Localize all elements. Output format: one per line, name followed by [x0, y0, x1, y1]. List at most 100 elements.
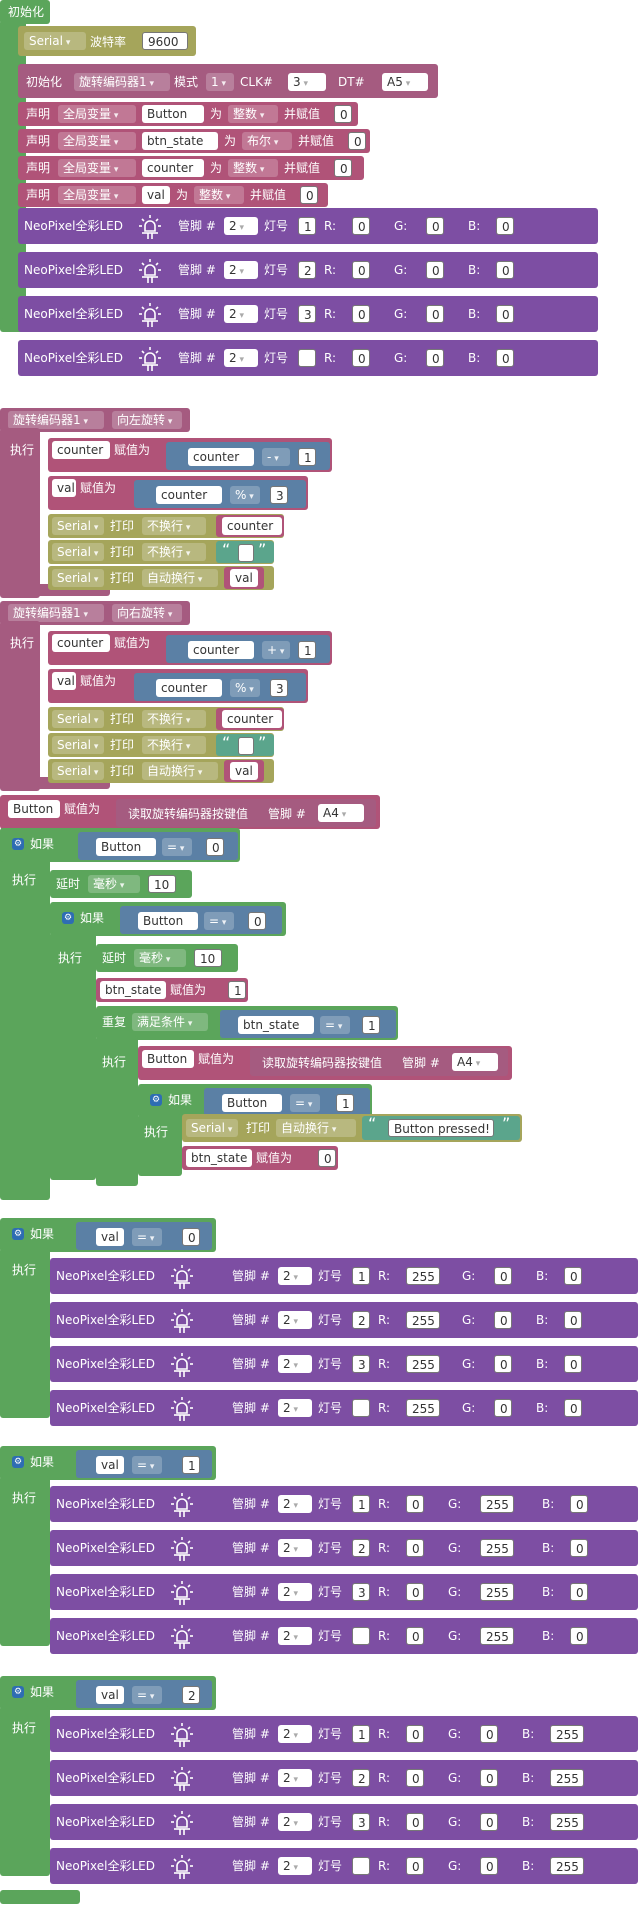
gear-icon[interactable]: ⚙ — [12, 1456, 24, 1468]
val-var[interactable]: val — [52, 479, 76, 497]
ms-dropdown[interactable]: 毫秒 — [134, 949, 186, 967]
led-no-field[interactable]: 2 — [298, 261, 316, 279]
g-field[interactable]: 0 — [426, 261, 444, 279]
pin-field[interactable]: 2 — [278, 1583, 312, 1601]
var-name-field[interactable]: counter — [142, 159, 204, 177]
main-foot[interactable] — [0, 1890, 80, 1904]
var-name-field[interactable]: btn_state — [142, 132, 218, 150]
a4-field[interactable]: A4 — [318, 804, 364, 822]
b-field[interactable]: 255 — [550, 1857, 584, 1875]
eq-dropdown[interactable]: = — [132, 1228, 162, 1246]
neopixel-block[interactable] — [50, 1258, 638, 1294]
neopixel-block[interactable] — [50, 1574, 638, 1610]
pin-field[interactable]: 2 — [278, 1267, 312, 1285]
b-field[interactable]: 0 — [570, 1627, 588, 1645]
eq-dropdown[interactable]: = — [132, 1456, 162, 1474]
ms-dropdown[interactable]: 毫秒 — [88, 875, 140, 893]
zero-field[interactable]: 0 — [206, 838, 224, 856]
led-no-field[interactable]: 1 — [352, 1495, 370, 1513]
led-no-field[interactable] — [298, 349, 316, 367]
pin-field[interactable]: 2 — [278, 1539, 312, 1557]
inner-if-body[interactable] — [50, 932, 96, 1180]
g-field[interactable]: 0 — [426, 217, 444, 235]
three-field[interactable]: 3 — [270, 679, 288, 697]
op-dropdown[interactable]: - — [262, 448, 290, 466]
neopixel-block[interactable] — [50, 1530, 638, 1566]
pin-field[interactable]: 2 — [278, 1627, 312, 1645]
mod-dropdown[interactable]: % — [230, 486, 260, 504]
button-var[interactable]: Button — [142, 1050, 194, 1068]
one-field[interactable]: 1 — [228, 981, 246, 999]
pin-field[interactable]: 2 — [278, 1355, 312, 1373]
b-field[interactable]: 0 — [496, 261, 514, 279]
b-field[interactable]: 0 — [570, 1539, 588, 1557]
newline-dropdown[interactable]: 自动换行 — [276, 1119, 356, 1137]
dt-field[interactable]: A5 — [382, 73, 428, 91]
counter-value[interactable]: counter — [222, 710, 282, 728]
init-value-field[interactable]: 0 — [334, 159, 352, 177]
led-no-field[interactable] — [352, 1399, 370, 1417]
r-field[interactable]: 255 — [406, 1355, 440, 1373]
text-field[interactable] — [238, 544, 254, 562]
clk-field[interactable]: 3 — [288, 73, 326, 91]
b-field[interactable]: 0 — [564, 1267, 582, 1285]
g-field[interactable]: 0 — [480, 1725, 498, 1743]
pin-field[interactable]: 2 — [224, 305, 258, 323]
led-no-field[interactable] — [352, 1627, 370, 1645]
btn-state-cond-var[interactable]: btn_state — [238, 1016, 314, 1034]
gear-icon[interactable]: ⚙ — [150, 1094, 162, 1106]
init-value-field[interactable]: 0 — [348, 132, 366, 150]
serial-dropdown[interactable]: Serial — [186, 1119, 238, 1137]
neopixel-block[interactable] — [50, 1390, 638, 1426]
pin-field[interactable]: 2 — [278, 1725, 312, 1743]
serial-dropdown[interactable]: Serial — [52, 517, 104, 535]
b-field[interactable]: 255 — [550, 1769, 584, 1787]
g-field[interactable]: 0 — [480, 1813, 498, 1831]
led-no-field[interactable]: 2 — [352, 1311, 370, 1329]
pin-field[interactable]: 2 — [224, 349, 258, 367]
r-field[interactable]: 255 — [406, 1267, 440, 1285]
led-no-field[interactable]: 1 — [352, 1725, 370, 1743]
r-field[interactable]: 0 — [406, 1725, 424, 1743]
g-field[interactable]: 0 — [494, 1267, 512, 1285]
pin-field[interactable]: 2 — [278, 1495, 312, 1513]
a4-field[interactable]: A4 — [452, 1053, 498, 1071]
counter-operand[interactable]: counter — [188, 641, 254, 659]
counter-operand[interactable]: counter — [156, 679, 222, 697]
pin-field[interactable]: 2 — [224, 217, 258, 235]
b-field[interactable]: 255 — [550, 1725, 584, 1743]
b-field[interactable]: 255 — [550, 1813, 584, 1831]
mode-dropdown[interactable]: 1 — [206, 73, 234, 91]
led-no-field[interactable]: 3 — [298, 305, 316, 323]
val-value[interactable]: val — [230, 762, 258, 780]
r-field[interactable]: 0 — [352, 305, 370, 323]
eq-dropdown[interactable]: = — [320, 1016, 350, 1034]
newline-dropdown[interactable]: 不换行 — [142, 543, 206, 561]
gear-icon[interactable]: ⚙ — [12, 1228, 24, 1240]
r-field[interactable]: 0 — [406, 1813, 424, 1831]
g-field[interactable]: 0 — [494, 1399, 512, 1417]
r-field[interactable]: 255 — [406, 1311, 440, 1329]
serial-dropdown[interactable]: Serial — [52, 736, 104, 754]
type-dropdown[interactable]: 整数 — [228, 105, 278, 123]
g-field[interactable]: 255 — [480, 1495, 514, 1513]
if-body[interactable] — [0, 1706, 50, 1876]
g-field[interactable]: 0 — [480, 1769, 498, 1787]
if-body[interactable] — [0, 1248, 50, 1418]
b-field[interactable]: 0 — [564, 1355, 582, 1373]
one-field[interactable]: 1 — [336, 1094, 354, 1112]
neopixel-block[interactable] — [50, 1848, 638, 1884]
val-cond-var[interactable]: val — [96, 1228, 124, 1246]
one-field[interactable]: 1 — [298, 641, 316, 659]
g-field[interactable]: 255 — [480, 1539, 514, 1557]
encoder-name-dropdown[interactable]: 旋转编码器1 — [74, 73, 170, 91]
r-field[interactable]: 0 — [406, 1627, 424, 1645]
led-no-field[interactable]: 1 — [352, 1267, 370, 1285]
neopixel-block[interactable] — [50, 1346, 638, 1382]
led-no-field[interactable]: 3 — [352, 1813, 370, 1831]
global-var-dropdown[interactable]: 全局变量 — [58, 186, 136, 204]
eq-dropdown[interactable]: = — [290, 1094, 320, 1112]
button-cond-var[interactable]: Button — [138, 912, 198, 930]
b-field[interactable]: 0 — [564, 1399, 582, 1417]
global-var-dropdown[interactable]: 全局变量 — [58, 105, 136, 123]
